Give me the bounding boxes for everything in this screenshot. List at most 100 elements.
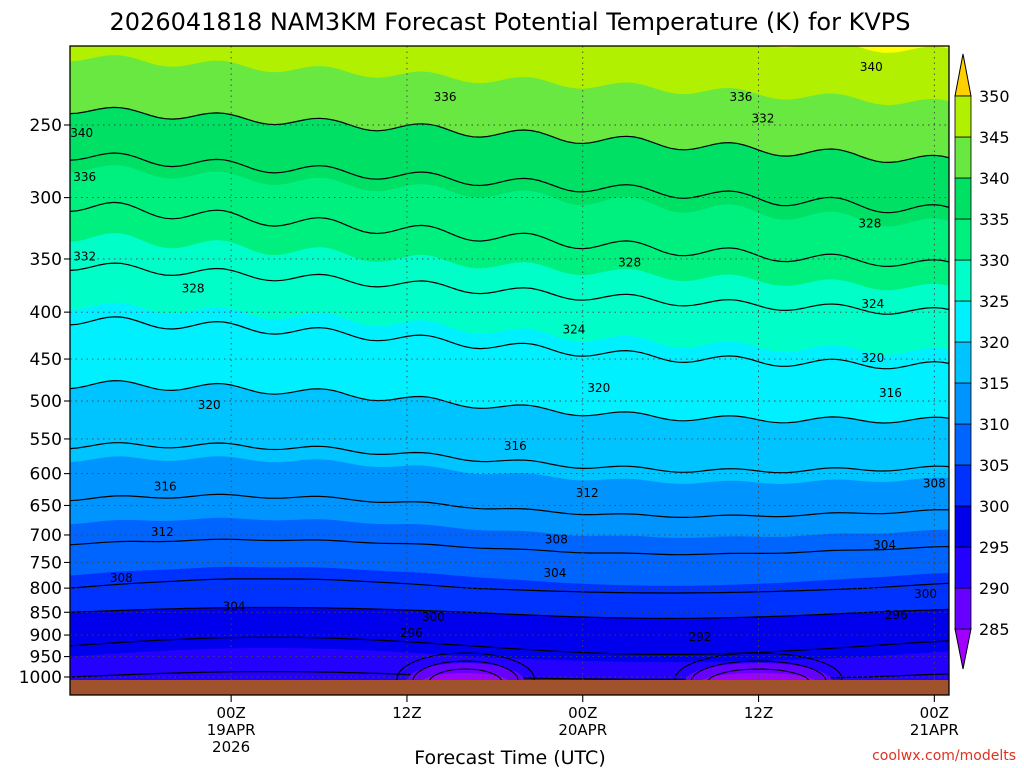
contour-308 [70,538,949,556]
colorbar-swatch [954,546,972,589]
colorbar-swatch [954,505,972,548]
contour-296 [70,636,949,655]
cold-pool-contour [674,652,843,695]
contour-label: 316 [504,439,527,453]
contour-300 [70,606,949,619]
y-tick-label: 600 [30,465,62,485]
contour-label: 296 [400,626,423,640]
contour-label: 304 [873,538,896,552]
terrain-surface [70,680,949,695]
y-tick-label: 750 [30,553,62,573]
colorbar-label: 325 [979,292,1010,311]
colorbar: 285 290 295 300 305 310 315 320 325 330 335 340 345 3… [954,53,1010,670]
contour-label: 320 [198,398,221,412]
contour-value-labels: 340 336 332 328 320 316 312 308 304 300 336 328 324 3… [70,60,946,644]
filled-temperature-bands [70,46,949,695]
colorbar-label: 305 [979,456,1010,475]
x-tick-label: 00Z [920,704,949,722]
x-tick-label: 00Z [216,704,245,722]
colorbar-label: 345 [979,128,1010,147]
y-tick-label: 300 [30,189,62,209]
colorbar-swatch [954,382,972,425]
contour-label: 320 [861,351,884,365]
colorbar-swatch [954,587,972,630]
colorbar-label: 350 [979,87,1010,106]
y-tick-label: 850 [30,603,62,623]
cold-pool-contour [396,652,535,695]
contour-label: 336 [730,90,753,104]
colorbar-label: 340 [979,169,1010,188]
x-axis-label: Forecast Time (UTC) [414,747,605,768]
band-above-350 [772,46,949,53]
contour-label: 312 [576,486,599,500]
plot-frame [69,45,950,696]
colorbar-swatch [954,300,972,343]
colorbar-label: 295 [979,538,1010,557]
contour-label: 304 [223,600,246,614]
colorbar-label: 320 [979,333,1010,352]
contour-328 [70,262,949,315]
contour-304 [70,578,949,594]
colorbar-swatch [954,423,972,466]
band-above-345 [70,46,949,106]
colorbar-swatch [954,341,972,384]
contour-label: 340 [860,60,883,74]
contour-label: 300 [422,610,445,624]
contour-label: 332 [73,250,96,264]
contour-label: 324 [861,297,884,311]
x-tick-label: 12Z [744,704,773,722]
colorbar-swatch [954,95,972,138]
contour-312 [70,493,949,518]
colorbar-label: 335 [979,210,1010,229]
colorbar-swatch [954,464,972,507]
x-tick-label: 2026 [212,738,250,756]
contour-label: 336 [73,170,96,184]
y-tick-label: 900 [30,626,62,646]
colorbar-label: 310 [979,415,1010,434]
colorbar-label: 300 [979,497,1010,516]
contour-label: 328 [618,255,641,269]
colorbar-low-arrow [954,628,972,670]
colorbar-swatch [954,177,972,220]
y-tick-label: 500 [30,392,62,412]
x-tick-label: 19APR [207,721,256,739]
colorbar-label: 290 [979,579,1010,598]
colorbar-label: 285 [979,620,1010,639]
x-tick-label: 12Z [392,704,421,722]
x-tick-label: 00Z [568,704,597,722]
y-tick-label: 350 [30,250,62,270]
contour-324 [70,316,949,370]
plot-area: 340 336 332 328 320 316 312 308 304 300 336 328 324 3… [70,46,949,695]
y-tick-label: 250 [30,116,62,136]
contour-label: 320 [587,381,610,395]
y-tick-label: 1000 [19,668,62,688]
contour-label: 300 [914,587,937,601]
contour-label: 308 [545,533,568,547]
contour-label: 312 [151,525,174,539]
pressure-axis: 250 300 350 400 450 500 550 600 650 700 750 800 850 9… [19,116,70,688]
colorbar-high-arrow [954,53,972,97]
colorbar-swatch [954,259,972,302]
colorbar-label: 330 [979,251,1010,270]
y-tick-label: 650 [30,496,62,516]
contour-label: 292 [688,630,711,644]
contour-label: 316 [879,386,902,400]
y-tick-label: 700 [30,526,62,546]
y-tick-label: 800 [30,579,62,599]
contour-label: 328 [182,282,205,296]
contour-label: 336 [434,90,457,104]
contour-label: 328 [858,216,881,230]
colorbar-label: 315 [979,374,1010,393]
dotted-grid [70,46,949,695]
contour-316 [70,442,949,474]
contour-label: 308 [923,476,946,490]
contour-label: 316 [154,480,177,494]
contour-label: 324 [563,323,586,337]
contour-332 [70,201,949,268]
contour-label: 332 [751,112,774,126]
x-tick-label: 21APR [910,721,959,739]
contour-336 [70,152,949,214]
contour-label: 304 [543,566,566,580]
